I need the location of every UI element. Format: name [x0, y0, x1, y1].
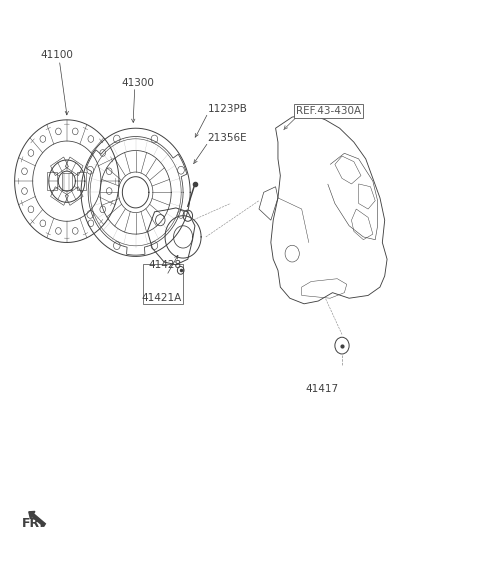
- Text: 41300: 41300: [121, 78, 154, 87]
- Text: FR.: FR.: [22, 517, 45, 530]
- Text: 41417: 41417: [305, 384, 338, 394]
- Bar: [61, 173, 72, 190]
- Text: 1123PB: 1123PB: [208, 104, 248, 114]
- Text: 41421A: 41421A: [142, 293, 182, 303]
- Text: 41428: 41428: [149, 260, 182, 270]
- Bar: [143, 263, 183, 304]
- Text: 21356E: 21356E: [208, 133, 247, 143]
- Text: 41100: 41100: [41, 50, 73, 60]
- Text: REF.43-430A: REF.43-430A: [296, 106, 361, 116]
- FancyArrow shape: [29, 511, 46, 526]
